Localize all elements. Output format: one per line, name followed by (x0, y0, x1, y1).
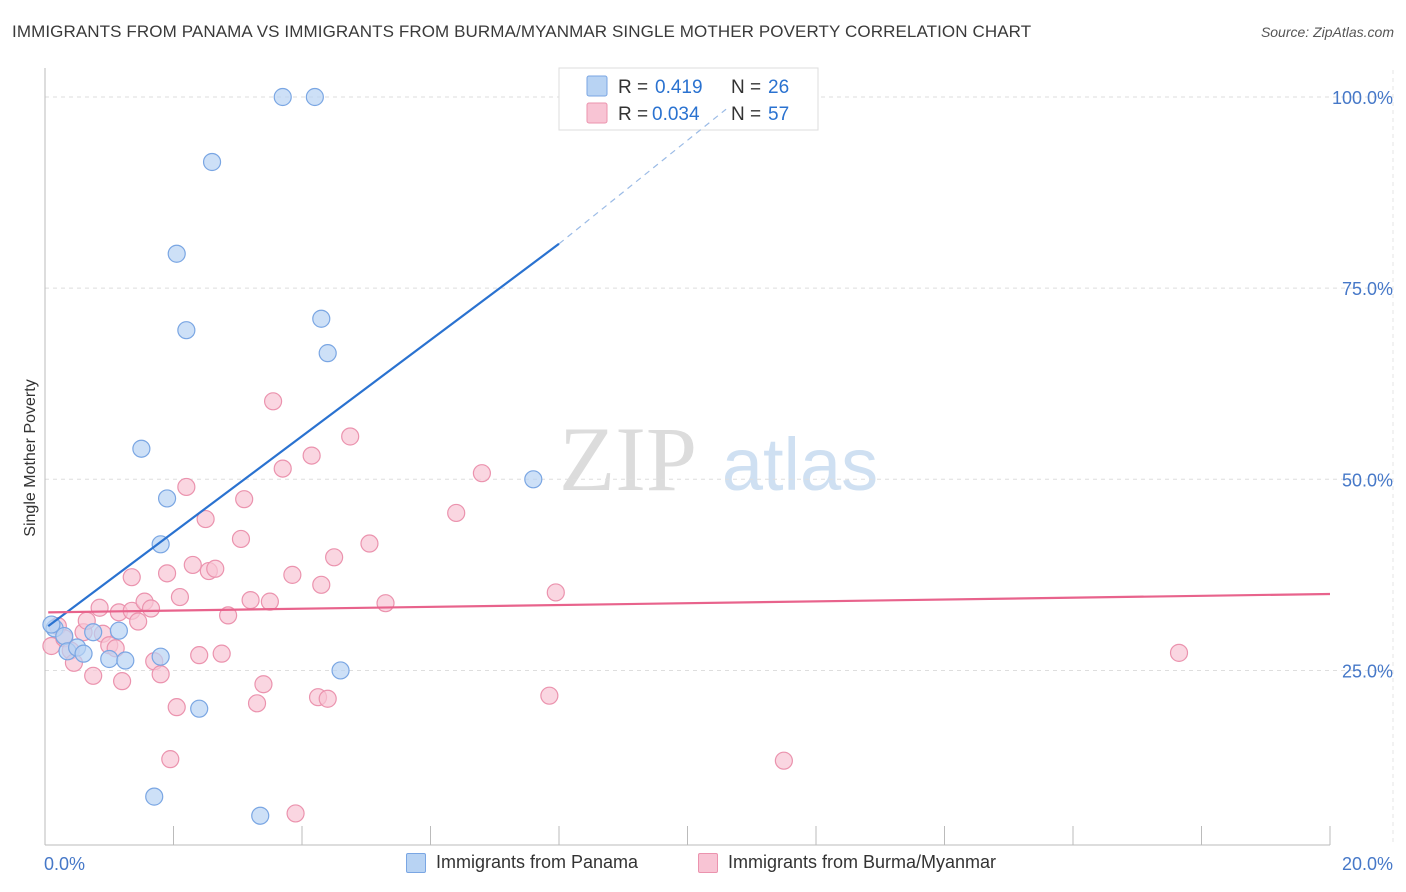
point-burma (157, 564, 177, 583)
x-tick-label-min: 0.0% (44, 854, 85, 874)
point-panama (84, 623, 103, 642)
point-panama (318, 344, 337, 363)
legend-label-burma: Immigrants from Burma/Myanmar (728, 852, 997, 872)
point-burma (90, 598, 109, 617)
point-burma (260, 592, 279, 611)
point-panama (157, 489, 177, 508)
source-label: Source: ZipAtlas.com (1260, 24, 1394, 40)
axes (44, 68, 1331, 846)
legend-r-label: R = (618, 104, 648, 125)
point-burma (241, 591, 260, 610)
point-burma (177, 477, 196, 497)
legend-n-label: N = (731, 77, 761, 98)
point-panama (74, 644, 93, 663)
point-burma (325, 548, 344, 567)
point-burma (170, 587, 190, 607)
trendline-panama (47, 242, 560, 627)
legend-swatch-burma (586, 102, 608, 124)
legend-bottom: Immigrants from Panama Immigrants from B… (0, 850, 1406, 880)
point-panama (202, 152, 222, 172)
legend-r-value: 0.419 (655, 77, 703, 98)
legend-swatch-panama (586, 75, 608, 97)
y-tick-label: 100.0% (1332, 88, 1393, 108)
grid (45, 70, 1395, 845)
trend-lines (47, 108, 1331, 627)
point-burma (341, 427, 360, 446)
point-panama (273, 87, 292, 107)
y-tick-label: 25.0% (1342, 661, 1393, 681)
legend-item-burma: Immigrants from Burma/Myanmar (698, 852, 996, 873)
point-burma (183, 555, 202, 575)
point-burma (167, 698, 186, 717)
point-burma (231, 529, 251, 549)
y-axis-label: Single Mother Poverty (22, 379, 39, 536)
legend-n-value: 57 (768, 104, 789, 125)
point-panama (524, 470, 543, 489)
point-burma (273, 459, 292, 478)
point-burma (190, 646, 209, 665)
point-panama (132, 439, 151, 458)
point-panama (109, 621, 128, 640)
point-panama (116, 651, 135, 670)
point-burma (447, 503, 466, 523)
legend-swatch-panama (406, 852, 426, 873)
point-burma (283, 565, 302, 584)
point-burma (84, 666, 103, 685)
legend-r-label: R = (618, 77, 648, 98)
y-tick-label: 50.0% (1342, 470, 1393, 490)
point-burma (129, 612, 148, 631)
point-panama (251, 806, 270, 825)
legend-r-value: 0.034 (652, 104, 700, 125)
point-burma (376, 594, 395, 613)
point-burma (141, 599, 161, 618)
point-burma (263, 392, 283, 411)
trendline-panama-extension (558, 108, 727, 245)
watermark: ZIP atlas (559, 408, 878, 510)
trendline-burma (48, 592, 1331, 614)
point-burma (247, 694, 267, 713)
point-burma (161, 750, 180, 769)
legend-n-label: N = (731, 104, 761, 125)
point-burma (122, 568, 141, 587)
point-panama (312, 309, 331, 328)
x-tick-label-max: 20.0% (1342, 854, 1393, 874)
point-burma (774, 751, 793, 770)
point-panama (305, 87, 324, 107)
point-burma (546, 583, 565, 602)
point-panama (145, 787, 164, 806)
legend-swatch-burma (698, 852, 718, 873)
point-burma (540, 686, 559, 705)
legend-n-value: 26 (768, 77, 789, 98)
point-burma (219, 606, 238, 625)
point-burma (196, 509, 215, 529)
watermark-atlas: atlas (722, 423, 878, 506)
point-panama (151, 647, 170, 666)
watermark-zip: ZIP (559, 408, 697, 510)
point-burma (206, 559, 225, 578)
point-burma (286, 804, 305, 823)
point-panama (177, 321, 196, 340)
point-burma (472, 464, 491, 483)
point-burma (1169, 643, 1189, 662)
point-burma (312, 575, 331, 594)
point-burma (151, 665, 170, 684)
chart-title: IMMIGRANTS FROM PANAMA VS IMMIGRANTS FRO… (12, 22, 1032, 41)
point-burma (318, 689, 337, 708)
point-burma (212, 644, 231, 663)
tick-labels: 25.0% 50.0% 75.0% 100.0% 0.0% 20.0% (44, 88, 1393, 874)
legend-item-panama: Immigrants from Panama (406, 852, 638, 873)
legend-label-panama: Immigrants from Panama (436, 852, 639, 872)
point-panama (331, 661, 350, 680)
point-panama (100, 649, 119, 669)
point-burma (235, 490, 254, 509)
y-tick-label: 75.0% (1342, 279, 1393, 299)
point-panama (167, 244, 186, 263)
legend-top: R = 0.419 N = 26 R = 0.034 N = 57 (558, 67, 819, 131)
point-burma (254, 675, 273, 694)
point-burma (360, 534, 379, 553)
point-burma (302, 446, 321, 465)
point-panama (190, 699, 209, 718)
point-burma (112, 672, 132, 691)
